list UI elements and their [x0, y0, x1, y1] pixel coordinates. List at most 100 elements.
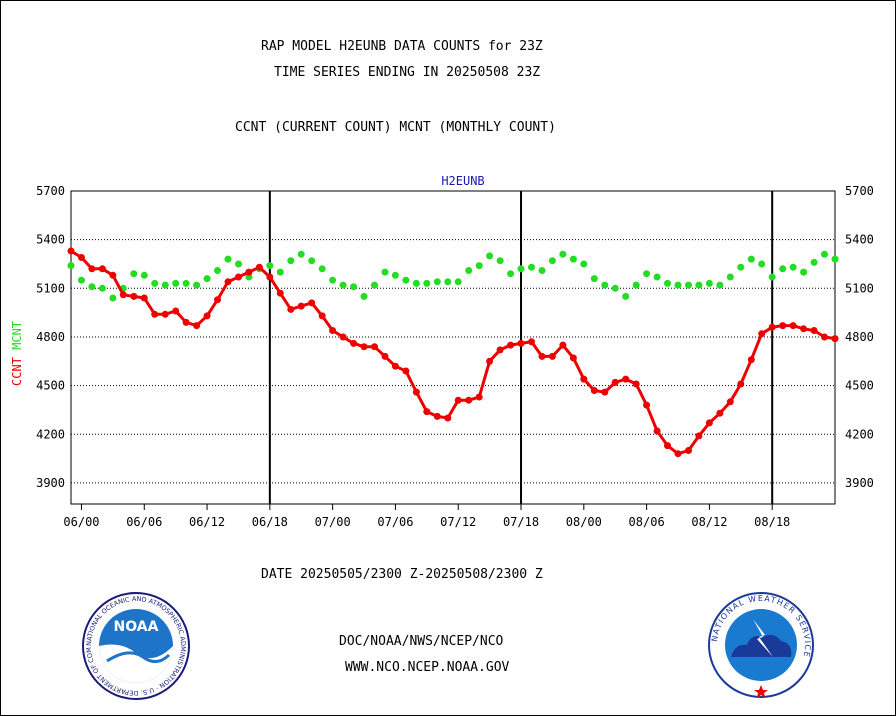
point-mcnt	[381, 268, 389, 276]
point-mcnt	[496, 257, 504, 265]
point-ccnt	[130, 292, 138, 300]
point-mcnt	[423, 279, 431, 287]
point-mcnt	[454, 278, 462, 286]
point-mcnt	[643, 270, 651, 278]
point-mcnt	[726, 273, 734, 281]
point-mcnt	[664, 279, 671, 287]
point-ccnt	[569, 354, 577, 362]
y-tick-label-right: 4800	[845, 330, 874, 344]
point-ccnt	[475, 393, 483, 401]
point-mcnt	[350, 283, 358, 291]
point-mcnt	[695, 281, 703, 289]
point-ccnt	[339, 333, 347, 341]
x-tick-label: 07/12	[440, 515, 476, 529]
point-ccnt	[454, 396, 462, 404]
point-ccnt	[653, 427, 661, 435]
point-mcnt	[444, 278, 452, 286]
point-ccnt	[412, 388, 420, 396]
point-ccnt	[559, 341, 567, 349]
y-tick-label-right: 5700	[845, 184, 874, 198]
x-tick-label: 06/00	[63, 515, 99, 529]
point-ccnt	[821, 333, 828, 341]
point-mcnt	[67, 262, 75, 270]
point-mcnt	[88, 283, 96, 291]
point-mcnt	[810, 258, 818, 266]
point-ccnt	[674, 450, 682, 458]
point-ccnt	[726, 398, 734, 406]
point-ccnt	[329, 327, 337, 334]
axis-layer	[70, 190, 836, 510]
point-ccnt	[580, 375, 588, 383]
point-ccnt	[119, 291, 127, 299]
x-tick-label: 07/18	[503, 515, 539, 529]
noaa-logo: NATIONAL OCEANIC AND ATMOSPHERIC ADMINIS…	[81, 591, 190, 700]
point-ccnt	[297, 302, 305, 310]
y-tick-label-right: 5400	[845, 233, 874, 247]
point-ccnt	[643, 401, 651, 409]
point-mcnt	[182, 279, 190, 287]
point-ccnt	[590, 387, 598, 394]
point-mcnt	[235, 260, 242, 268]
plot-frame	[70, 190, 836, 505]
point-ccnt	[444, 414, 452, 422]
x-tick-label: 06/12	[189, 515, 225, 529]
point-ccnt	[538, 352, 546, 360]
y-tick-label-left: 4800	[36, 330, 65, 344]
point-ccnt	[193, 322, 201, 330]
point-ccnt	[737, 380, 745, 388]
point-ccnt	[685, 447, 692, 454]
website-link[interactable]: WWW.NCO.NCEP.NOAA.GOV	[345, 660, 510, 675]
point-mcnt	[548, 257, 556, 265]
point-ccnt	[622, 375, 630, 383]
point-mcnt	[590, 275, 598, 283]
point-ccnt	[402, 367, 410, 375]
point-mcnt	[109, 294, 117, 302]
y-tick-label-left: 4200	[36, 427, 65, 441]
point-ccnt	[391, 362, 399, 370]
point-mcnt	[611, 284, 619, 292]
point-ccnt	[287, 305, 295, 313]
point-mcnt	[779, 265, 787, 273]
point-mcnt	[287, 257, 295, 265]
point-mcnt	[360, 292, 368, 300]
point-mcnt	[768, 273, 776, 281]
point-ccnt	[486, 357, 494, 365]
point-mcnt	[245, 273, 253, 281]
point-ccnt	[810, 327, 818, 334]
point-mcnt	[329, 276, 337, 284]
point-mcnt	[831, 255, 839, 263]
point-mcnt	[507, 270, 515, 278]
point-mcnt	[674, 281, 682, 289]
point-mcnt	[821, 250, 828, 258]
point-ccnt	[664, 442, 671, 450]
point-mcnt	[747, 255, 755, 263]
point-mcnt	[705, 279, 713, 287]
point-ccnt	[632, 380, 640, 388]
point-ccnt	[109, 271, 117, 279]
point-ccnt	[789, 322, 797, 330]
y-axis-label-mcnt: MCNT	[10, 321, 24, 350]
title-line-1: RAP MODEL H2EUNB DATA COUNTS for 23Z	[261, 39, 543, 54]
point-ccnt	[716, 409, 724, 417]
point-mcnt	[297, 250, 305, 258]
point-mcnt	[758, 260, 766, 268]
x-tick-label: 08/06	[629, 515, 665, 529]
point-mcnt	[391, 271, 399, 279]
chart-title: H2EUNB	[441, 174, 484, 188]
point-ccnt	[350, 339, 358, 347]
y-axis-label: CCNT MCNT	[10, 321, 24, 386]
point-mcnt	[632, 281, 640, 289]
point-mcnt	[465, 267, 473, 274]
point-ccnt	[98, 265, 106, 273]
point-mcnt	[339, 281, 347, 289]
point-mcnt	[214, 267, 221, 274]
point-mcnt	[78, 276, 85, 284]
y-tick-label-right: 4200	[845, 427, 874, 441]
y-tick-label-left: 3900	[36, 476, 65, 490]
y-axis-label-ccnt: CCNT	[10, 350, 24, 386]
point-ccnt	[507, 341, 515, 349]
y-tick-label-left: 5700	[36, 184, 65, 198]
point-mcnt	[433, 278, 441, 286]
